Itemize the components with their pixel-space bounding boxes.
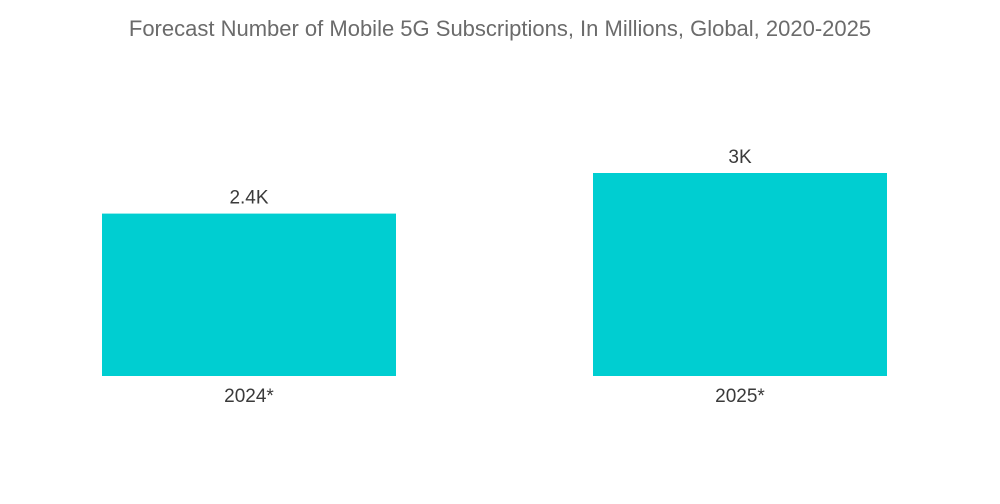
x-tick-label: 2025* (715, 386, 765, 407)
bar-2024 (102, 213, 396, 376)
data-label: 3K (728, 147, 752, 168)
bar-2025 (593, 173, 887, 376)
chart-title: Forecast Number of Mobile 5G Subscriptio… (128, 16, 872, 41)
data-label: 2.4K (229, 188, 268, 209)
x-tick-label: 2024* (224, 386, 274, 407)
